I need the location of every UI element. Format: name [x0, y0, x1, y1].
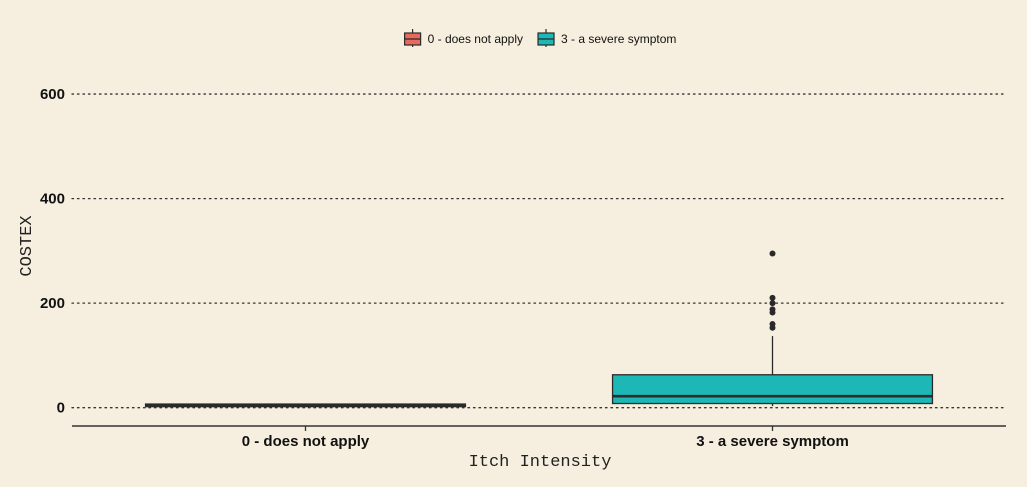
outlier-point — [769, 250, 776, 257]
box-group — [144, 403, 467, 408]
x-tick-label: 0 - does not apply — [242, 433, 370, 450]
legend-label: 0 - does not apply — [428, 32, 523, 46]
y-tick-label: 200 — [40, 295, 65, 312]
box-group — [611, 250, 934, 407]
y-tick-label: 600 — [40, 86, 65, 103]
outlier-point — [769, 300, 776, 307]
legend-key — [404, 29, 422, 47]
boxes — [144, 250, 934, 408]
y-tick-label: 400 — [40, 191, 65, 208]
gridlines — [71, 93, 1007, 409]
y-tick-label: 0 — [57, 400, 65, 417]
legend-item: 3 - a severe symptom — [537, 29, 676, 47]
legend-key — [537, 29, 555, 47]
legend: 0 - does not apply 3 - a severe symptom — [404, 29, 676, 47]
legend-label: 3 - a severe symptom — [561, 32, 676, 46]
box-body — [611, 374, 934, 405]
outlier-point — [769, 294, 776, 301]
x-tick-label: 3 - a severe symptom — [696, 433, 849, 450]
outlier-point — [769, 309, 776, 316]
x-axis-title: Itch Intensity — [469, 453, 612, 472]
outlier-point — [769, 324, 776, 331]
x-axis-ticks: 0 - does not apply 3 - a severe symptom — [242, 426, 849, 450]
legend-item: 0 - does not apply — [404, 29, 523, 47]
y-axis-title: COSTEX — [18, 215, 37, 276]
y-axis-ticks: 0 200 400 600 — [40, 86, 65, 417]
